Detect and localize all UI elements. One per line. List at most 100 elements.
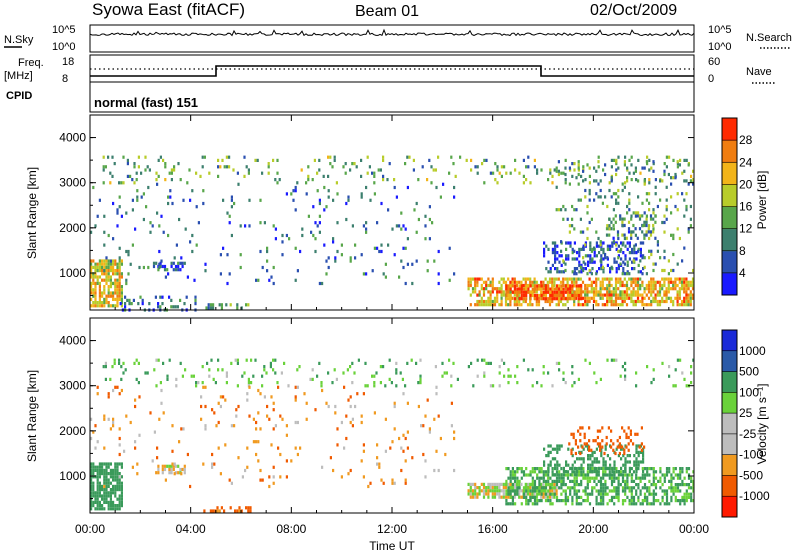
scatter-cell-power-10 — [670, 182, 673, 186]
scatter-cell-power-5 — [239, 265, 242, 270]
scatter-cell-power-6 — [623, 277, 626, 281]
scatter-cell-vel-0 — [118, 462, 121, 466]
scatter-cell-vel-6 — [575, 483, 578, 487]
scatter-cell-power-10 — [661, 179, 664, 183]
scatter-cell-power-8 — [633, 257, 636, 261]
scatter-cell-vel-6 — [562, 483, 565, 487]
scatter-cell-vel-6 — [652, 495, 655, 499]
scatter-cell-vel-6 — [549, 499, 552, 503]
scatter-cell-vel-4 — [92, 430, 95, 434]
scatter-cell-power-5 — [442, 182, 445, 186]
scatter-cell-vel-6 — [646, 495, 649, 499]
scatter-cell-power-6 — [691, 280, 695, 284]
scatter-cell-power-6 — [636, 277, 640, 281]
scatter-cell-power-5 — [318, 221, 321, 225]
scatter-cell-power-8 — [567, 257, 570, 261]
scatter-cell-power-0 — [107, 278, 110, 282]
scatter-cell-power-5 — [162, 230, 165, 234]
scatter-cell-vel-6 — [610, 479, 614, 483]
scatter-cell-vel-7 — [606, 466, 609, 470]
scatter-cell-power-4 — [564, 158, 567, 162]
scatter-cell-power-6 — [491, 290, 494, 294]
scatter-cell-power-1 — [128, 298, 131, 302]
scatter-cell-power-0 — [94, 285, 97, 289]
scatter-cell-power-7 — [527, 287, 530, 291]
scatter-cell-vel-5 — [553, 495, 556, 499]
scatter-cell-power-10 — [599, 243, 602, 247]
scatter-cell-vel-4 — [259, 478, 262, 482]
scatter-cell-vel-0 — [105, 462, 108, 466]
scatter-cell-vel-4 — [294, 395, 297, 399]
scatter-cell-power-4 — [102, 155, 105, 159]
scatter-cell-vel-4 — [263, 395, 266, 399]
scatter-cell-power-9 — [638, 227, 642, 231]
scatter-cell-vel-6 — [630, 486, 633, 490]
scatter-cell-power-6 — [518, 280, 521, 284]
scatter-cell-vel-3 — [162, 361, 165, 365]
scatter-cell-vel-6 — [604, 483, 607, 487]
scatter-cell-power-0 — [118, 291, 121, 295]
scatter-cell-vel-4 — [349, 404, 352, 409]
scatter-cell-power-7 — [505, 297, 508, 301]
scatter-cell-vel-0 — [105, 478, 108, 482]
scatter-cell-power-6 — [588, 299, 591, 304]
scatter-cell-power-7 — [571, 293, 574, 298]
scatter-cell-vel-3 — [487, 361, 490, 365]
scatter-cell-vel-6 — [621, 502, 625, 506]
scatter-cell-vel-0 — [118, 472, 121, 476]
scatter-cell-power-0 — [92, 294, 95, 298]
scatter-cell-vel-5 — [478, 486, 481, 490]
scatter-cell-vel-6 — [624, 489, 627, 493]
scatter-cell-vel-7 — [628, 460, 631, 464]
scatter-cell-power-6 — [687, 296, 690, 300]
scatter-cell-power-6 — [636, 280, 640, 284]
scatter-cell-power-6 — [526, 303, 530, 307]
power-colorbar-swatch — [722, 184, 737, 207]
scatter-cell-power-4 — [318, 168, 321, 172]
scatter-cell-vel-6 — [690, 495, 693, 499]
scatter-cell-power-6 — [685, 293, 688, 297]
scatter-cell-vel-0 — [94, 500, 97, 504]
scatter-cell-vel-6 — [632, 479, 636, 483]
scatter-cell-vel-0 — [103, 507, 106, 511]
scatter-cell-vel-3 — [311, 377, 314, 381]
scatter-cell-power-1 — [194, 298, 197, 302]
scatter-cell-power-4 — [676, 162, 679, 166]
scatter-cell-power-4 — [276, 171, 279, 175]
power-colorbar-label: 4 — [739, 266, 746, 280]
scatter-cell-vel-5 — [507, 495, 510, 499]
scatter-cell-vel-7 — [620, 447, 623, 451]
scatter-cell-vel-6 — [626, 473, 629, 477]
scatter-cell-power-0 — [120, 294, 123, 298]
scatter-cell-power-5 — [294, 189, 297, 193]
scatter-cell-vel-3 — [225, 381, 228, 385]
scatter-cell-power-0 — [103, 304, 106, 308]
scatter-cell-vel-6 — [573, 489, 576, 493]
scatter-cell-vel-3 — [621, 365, 624, 369]
scatter-cell-power-4 — [393, 178, 396, 182]
velocity-colorbar-frame — [721, 329, 738, 518]
scatter-cell-power-6 — [632, 280, 635, 284]
scatter-cell-power-10 — [608, 188, 611, 193]
scatter-cell-power-0 — [109, 262, 112, 266]
scatter-cell-vel-6 — [610, 499, 614, 503]
scatter-cell-vel-7 — [565, 463, 568, 467]
scatter-cell-vel-4 — [107, 395, 110, 399]
scatter-cell-power-7 — [560, 290, 563, 294]
scatter-cell-vel-4 — [362, 443, 365, 447]
scatter-cell-power-7 — [571, 284, 574, 288]
scatter-cell-power-6 — [581, 303, 585, 307]
scatter-cell-power-6 — [509, 299, 512, 304]
scatter-cell-power-5 — [127, 253, 130, 257]
scatter-cell-power-6 — [663, 277, 666, 281]
velocity-colorbar-swatch — [722, 392, 737, 414]
scatter-cell-power-5 — [116, 224, 119, 228]
scatter-cell-power-7 — [575, 284, 578, 288]
scatter-cell-power-5 — [349, 259, 352, 263]
scatter-cell-power-6 — [586, 296, 589, 300]
scatter-cell-vel-6 — [648, 492, 651, 496]
scatter-cell-power-6 — [619, 303, 622, 307]
scatter-cell-vel-3 — [395, 384, 398, 388]
scatter-cell-power-9 — [641, 230, 644, 234]
scatter-cell-vel-6 — [617, 495, 620, 499]
